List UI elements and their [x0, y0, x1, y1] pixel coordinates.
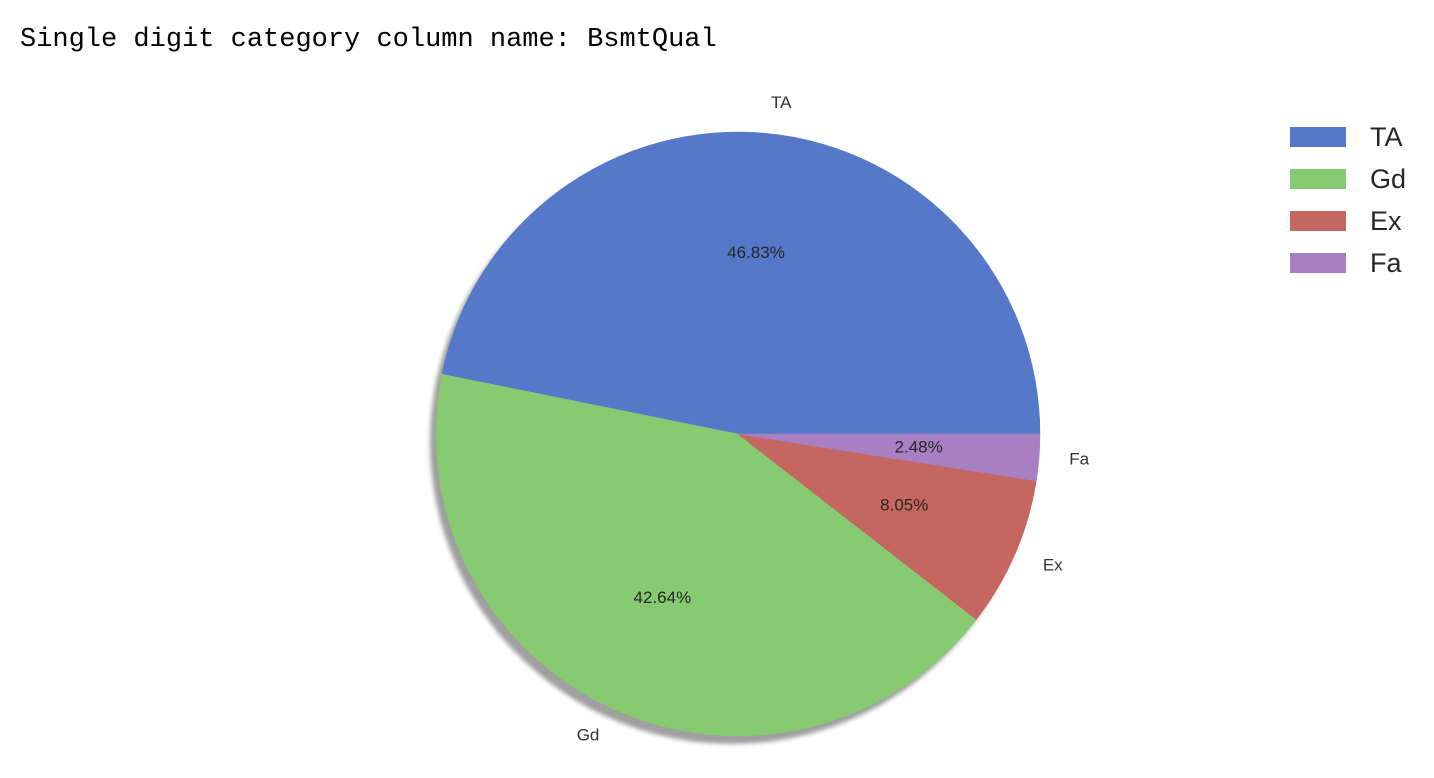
legend-label-ta: TA [1370, 121, 1403, 152]
slice-label-gd: Gd [577, 725, 600, 744]
slice-label-ex: Ex [1043, 556, 1063, 575]
legend-item-ta: TA [1290, 116, 1430, 158]
legend-label-gd: Gd [1370, 163, 1407, 194]
pie-slice-gd [435, 373, 977, 737]
legend-label-fa: Fa [1370, 247, 1402, 278]
legend-swatch-ta [1290, 127, 1346, 147]
legend-swatch-gd [1290, 169, 1346, 189]
pct-label-ex: 8.05% [880, 495, 928, 514]
output-text: Single digit category column name: BsmtQ… [20, 25, 717, 55]
pie-slice-fa [737, 433, 1041, 482]
slice-label-fa: Fa [1069, 449, 1089, 468]
pct-label-ta: 46.83% [727, 243, 785, 262]
pie-slice-ta [441, 131, 1041, 435]
pie-slices [435, 131, 1041, 737]
pct-label-gd: 42.64% [634, 588, 692, 607]
pie-slice-ex [737, 433, 1037, 620]
pie-labels: TA 46.83% Gd 42.64% Ex 8.05% Fa 2.48% [577, 93, 1090, 744]
legend-item-gd: Gd [1290, 158, 1430, 200]
pct-label-fa: 2.48% [895, 438, 943, 457]
legend-label-ex: Ex [1370, 205, 1402, 236]
legend: TA Gd Ex Fa [1290, 116, 1430, 284]
legend-swatch-fa [1290, 253, 1346, 273]
legend-swatch-ex [1290, 211, 1346, 231]
legend-item-fa: Fa [1290, 242, 1430, 284]
legend-item-ex: Ex [1290, 200, 1430, 242]
slice-label-ta: TA [771, 93, 792, 112]
